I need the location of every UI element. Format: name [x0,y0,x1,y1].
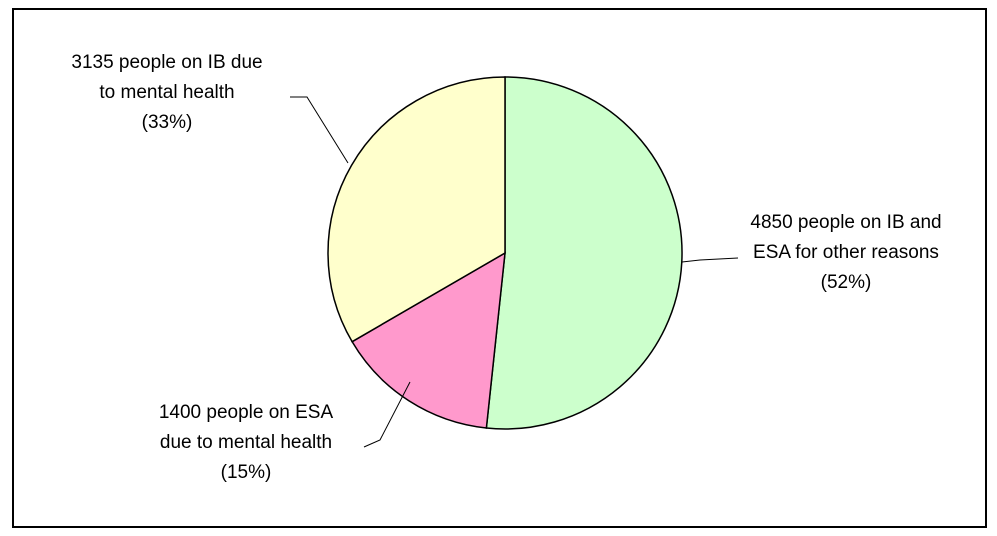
slice-label-line: 4850 people on IB and [750,212,941,233]
leader-line-1 [681,257,739,263]
leader-line-3 [290,96,349,164]
slice-label-line: (33%) [142,112,193,133]
slice-label-line: 3135 people on IB due [71,52,262,73]
slice-label-line: (15%) [221,462,272,483]
pie-slice-3 [327,76,506,343]
leader-line-2 [363,381,411,448]
slice-label-2: 1400 people on ESA due to mental health (1… [159,402,334,483]
slice-label-1: 4850 people on IB and ESA for other reaso… [750,212,941,293]
pie-slice-1 [485,76,683,430]
slice-label-line: ESA for other reasons [753,242,939,263]
pie-slice-2 [351,251,506,429]
slice-label-line: due to mental health [160,432,332,453]
slice-label-line: 1400 people on ESA [159,402,334,423]
slice-label-line: to mental health [99,82,234,103]
slice-label-line: (52%) [821,272,872,293]
slice-label-3: 3135 people on IB due to mental health (33… [71,52,262,133]
